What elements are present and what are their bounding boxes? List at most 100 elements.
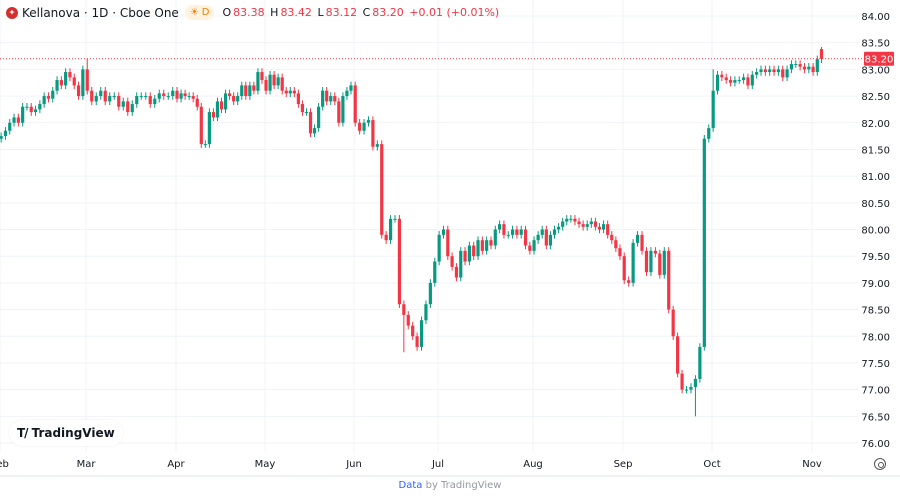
candle-body[interactable] (248, 85, 252, 97)
candle-body[interactable] (112, 96, 116, 98)
candle-body[interactable] (375, 144, 379, 147)
candle-body[interactable] (260, 72, 264, 81)
candle-body[interactable] (103, 90, 107, 102)
candle-body[interactable] (724, 77, 728, 81)
candle-body[interactable] (480, 240, 484, 251)
candle-body[interactable] (223, 93, 228, 110)
candle-body[interactable] (380, 144, 384, 235)
candle-body[interactable] (139, 96, 143, 98)
candle-body[interactable] (506, 234, 510, 236)
candle-body[interactable] (388, 218, 393, 241)
candle-body[interactable] (244, 85, 248, 97)
candle-body[interactable] (671, 309, 675, 337)
candle-body[interactable] (498, 224, 502, 230)
candle-body[interactable] (81, 69, 85, 97)
candle-body[interactable] (325, 90, 329, 102)
candle-body[interactable] (540, 229, 544, 235)
candle-body[interactable] (789, 64, 794, 70)
candle-body[interactable] (341, 96, 345, 123)
candle-body[interactable] (187, 96, 191, 98)
candle-body[interactable] (689, 386, 693, 390)
candle-body[interactable] (728, 80, 733, 83)
candle-body[interactable] (211, 112, 216, 118)
candle-body[interactable] (618, 248, 622, 257)
candle-body[interactable] (183, 93, 187, 97)
candle-body[interactable] (667, 250, 671, 310)
candle-body[interactable] (148, 96, 152, 105)
candle-body[interactable] (565, 218, 569, 222)
candle-body[interactable] (763, 69, 767, 73)
candle-body[interactable] (680, 373, 684, 390)
candle-body[interactable] (519, 229, 523, 235)
candle-body[interactable] (333, 96, 337, 102)
candle-body[interactable] (272, 74, 276, 86)
candle-body[interactable] (548, 234, 553, 246)
candle-body[interactable] (228, 93, 232, 97)
candle-body[interactable] (532, 240, 536, 251)
candle-body[interactable] (256, 72, 260, 91)
candle-body[interactable] (606, 224, 610, 235)
candle-body[interactable] (191, 96, 195, 99)
candle-body[interactable] (371, 120, 375, 147)
candle-body[interactable] (276, 77, 280, 86)
candle-body[interactable] (219, 101, 224, 110)
candle-body[interactable] (601, 224, 606, 230)
gear-icon[interactable] (874, 458, 886, 470)
candle-body[interactable] (64, 72, 68, 86)
candle-body[interactable] (42, 96, 46, 105)
candle-body[interactable] (798, 64, 802, 67)
candle-body[interactable] (552, 229, 557, 235)
candle-body[interactable] (502, 224, 506, 235)
candle-body[interactable] (171, 90, 175, 97)
candle-body[interactable] (16, 117, 20, 123)
candle-body[interactable] (561, 221, 565, 227)
candle-body[interactable] (467, 245, 471, 262)
candle-body[interactable] (698, 346, 702, 379)
candle-body[interactable] (707, 128, 711, 139)
candle-body[interactable] (353, 85, 357, 123)
candle-body[interactable] (415, 336, 419, 347)
candle-body[interactable] (384, 234, 388, 241)
candle-body[interactable] (815, 59, 819, 73)
candle-body[interactable] (402, 304, 406, 315)
candle-body[interactable] (362, 122, 366, 131)
candle-body[interactable] (292, 90, 296, 94)
candle-body[interactable] (493, 229, 497, 246)
candle-body[interactable] (544, 229, 548, 246)
candle-body[interactable] (433, 261, 437, 283)
candle-body[interactable] (25, 106, 29, 108)
candle-body[interactable] (702, 138, 706, 347)
candle-body[interactable] (772, 69, 776, 73)
candle-body[interactable] (635, 234, 640, 243)
candle-body[interactable] (446, 229, 450, 257)
candle-body[interactable] (366, 120, 371, 123)
candle-body[interactable] (489, 240, 493, 246)
candle-body[interactable] (569, 218, 573, 220)
candle-body[interactable] (523, 229, 528, 246)
candle-body[interactable] (807, 66, 811, 70)
candle-body[interactable] (585, 224, 589, 227)
candle-body[interactable] (750, 74, 754, 86)
candle-body[interactable] (76, 85, 81, 97)
candle-body[interactable] (536, 234, 540, 241)
candle-body[interactable] (317, 106, 321, 129)
candle-body[interactable] (29, 106, 33, 113)
candle-body[interactable] (117, 96, 121, 107)
candle-body[interactable] (236, 96, 240, 102)
candle-body[interactable] (454, 266, 459, 278)
candle-body[interactable] (268, 74, 272, 91)
candle-body[interactable] (622, 256, 626, 281)
candle-body[interactable] (733, 80, 737, 83)
candle-body[interactable] (459, 250, 463, 278)
candle-body[interactable] (472, 245, 476, 257)
candle-body[interactable] (108, 96, 112, 102)
candle-body[interactable] (746, 77, 750, 86)
candle-body[interactable] (179, 93, 183, 99)
candle-body[interactable] (627, 280, 631, 283)
candle-body[interactable] (203, 144, 207, 146)
candle-body[interactable] (175, 90, 179, 99)
data-link[interactable]: Data (398, 480, 423, 491)
candle-body[interactable] (94, 96, 98, 102)
candle-body[interactable] (720, 74, 724, 78)
candle-body[interactable] (195, 98, 199, 107)
